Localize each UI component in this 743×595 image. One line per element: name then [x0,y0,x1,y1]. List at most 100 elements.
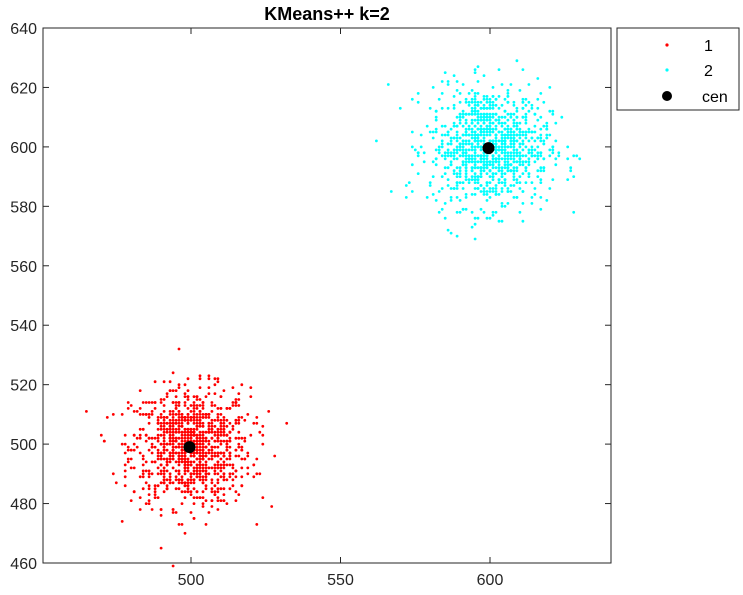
cluster-2-point [500,148,504,152]
cluster-2-point [473,160,477,164]
cluster-1-point [225,457,229,461]
cluster-1-point [222,499,226,502]
cluster-1-point [192,413,196,416]
y-tick-label: 640 [10,21,37,38]
cluster-1-point [129,466,133,470]
cluster-1-point [174,401,178,404]
cluster-1-point [189,463,193,467]
legend-marker-cen [662,91,672,101]
cluster-2-point [458,92,462,95]
cluster-2-point [491,154,495,158]
cluster-1-point [183,472,187,476]
cluster-1-point [144,439,148,443]
cluster-1-point [168,389,172,392]
cluster-1-point [162,427,166,431]
cluster-2-point [494,166,498,170]
cluster-1-point [183,460,187,464]
cluster-1-point [156,433,160,437]
cluster-2-point [419,145,423,149]
cluster-1-point [186,466,190,470]
cluster-2-point [536,145,540,149]
cluster-1-point [195,424,199,428]
y-tick-label: 480 [10,497,37,514]
cluster-2-point [482,210,486,214]
cluster-1-point [180,418,184,422]
cluster-2-point [464,172,468,176]
cluster-1-point [249,433,253,437]
cluster-2-point [455,157,459,161]
cluster-1-point [237,493,241,496]
cluster-2-point [434,127,438,131]
cluster-2-point [527,83,531,86]
cluster-1-point [195,413,199,416]
cluster-2-point [476,112,480,116]
cluster-1-point [231,404,235,407]
cluster-1-point [168,457,172,461]
cluster-1-point [192,451,196,455]
cluster-1-point [201,454,205,458]
cluster-1-point [204,523,208,526]
cluster-2-point [521,142,525,146]
cluster-2-point [512,142,516,146]
cluster-2-point [434,109,438,113]
cluster-2-point [455,234,459,238]
cluster-2-point [503,133,507,137]
cluster-1-point [273,454,277,458]
cluster-2-point [476,187,480,190]
cluster-1-point [222,424,226,428]
cluster-1-point [216,460,220,464]
cluster-2-point [509,190,513,193]
cluster-2-point [494,118,498,122]
cluster-2-point [449,160,453,164]
cluster-1-point [129,404,133,407]
cluster-1-point [213,493,217,496]
cluster-1-point [240,445,244,449]
cluster-2-point [431,193,435,196]
cluster-1-point [204,472,208,476]
cluster-1-point [228,457,232,461]
cluster-2-point [452,103,456,107]
cluster-1-point [177,410,181,413]
cluster-1-point [213,392,217,395]
cluster-1-point [153,484,157,488]
cluster-1-point [171,410,175,413]
cluster-2-point [521,202,525,205]
cluster-2-point [473,187,477,190]
cluster-1-point [216,413,220,416]
cluster-2-point [485,112,489,116]
cluster-2-point [494,142,498,146]
cluster-2-point [464,127,468,131]
cluster-2-point [503,145,507,149]
cluster-2-point [569,166,573,170]
cluster-2-point [473,163,477,167]
cluster-1-point [174,427,178,431]
cluster-1-point [198,374,202,378]
cluster-1-point [201,430,205,434]
cluster-2-point [497,160,501,164]
cluster-2-point [497,106,501,110]
cluster-1-point [168,460,172,464]
cluster-2-point [482,130,486,134]
cluster-1-point [180,433,184,437]
cluster-2-point [491,95,495,98]
chart-title: KMeans++ k=2 [264,4,390,24]
cluster-2-point [449,196,453,199]
cluster-1-point [147,416,151,419]
cluster-2-point [527,157,531,161]
cluster-2-point [509,127,513,131]
cluster-1-point [207,424,211,428]
cluster-1-point [189,511,193,514]
cluster-2-point [503,160,507,164]
cluster-1-point [132,410,136,413]
cluster-2-point [464,196,468,199]
cluster-1-point [162,436,166,440]
cluster-2-point [473,109,477,113]
cluster-2-point [515,106,519,110]
cluster-2-point [473,136,477,140]
cluster-2-point [461,83,465,86]
cluster-2-point [461,112,465,116]
cluster-1-point [189,472,193,476]
cluster-1-point [201,505,205,508]
cluster-1-point [216,496,220,499]
